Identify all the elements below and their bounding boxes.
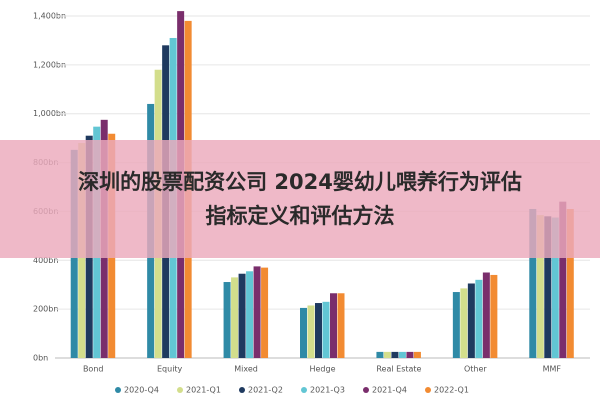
banner-text: 深圳的股票配资公司 2024婴幼儿喂养行为评估 [78,170,522,194]
y-tick-label: 1,000bn [33,109,66,118]
bar [559,201,567,358]
legend-swatch [425,387,431,393]
bar [322,301,330,358]
bar [223,282,231,358]
bar [413,351,421,358]
y-tick-label: 1,400bn [33,12,66,21]
x-tick-label: MMF [543,365,562,374]
bar [238,273,246,358]
legend-swatch [177,387,183,393]
y-tick-label: 400bn [33,256,58,265]
banner-text: 指标定义和评估方法 [205,204,395,228]
bar [376,351,384,358]
legend-swatch [301,387,307,393]
bar [391,351,399,358]
x-tick-label: Bond [83,365,104,374]
legend-label: 2021-Q1 [186,386,221,395]
bar [398,351,406,358]
bar [490,274,498,358]
bar [246,271,254,358]
bar [452,292,460,358]
bar [551,217,559,358]
x-tick-label: Real Estate [376,365,421,374]
bar [383,351,391,358]
legend-label: 2021-Q4 [372,386,407,395]
y-tick-label: 200bn [33,305,58,314]
y-tick-label: 1,200bn [33,60,66,69]
legend-label: 2021-Q3 [310,386,345,395]
bar [330,293,337,358]
bar [536,215,544,358]
bar [231,277,239,358]
bar [300,307,307,358]
bar [544,216,552,358]
bar [566,208,574,358]
x-tick-label: Hedge [309,365,335,374]
y-tick-label: 0bn [33,354,48,363]
bar [529,208,537,358]
bar [337,293,345,358]
x-tick-label: Mixed [234,365,258,374]
x-tick-label: Equity [157,365,183,374]
bar [261,267,269,358]
bar [307,305,315,358]
legend-label: 2021-Q2 [248,386,283,395]
bar [253,266,261,358]
legend-swatch [239,387,245,393]
x-tick-label: Other [464,365,487,374]
bar [406,351,414,358]
legend-swatch [115,387,121,393]
legend-swatch [363,387,369,393]
legend-label: 2022-Q1 [434,386,469,395]
bar [315,303,322,358]
bar [475,279,483,358]
bar [467,283,475,358]
bar [482,272,490,358]
legend-label: 2020-Q4 [124,386,159,395]
banner: 深圳的股票配资公司 2024婴幼儿喂养行为评估 指标定义和评估方法 [0,140,600,258]
bar [460,288,468,358]
